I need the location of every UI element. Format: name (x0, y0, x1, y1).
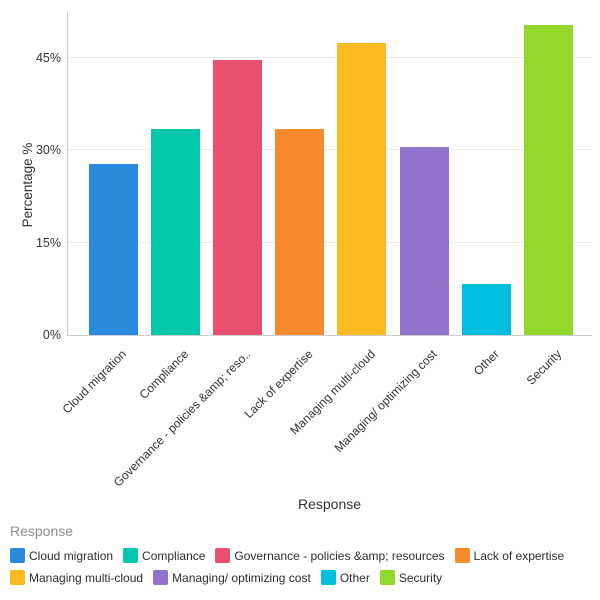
gridline-45 (67, 56, 592, 58)
bar-managing-optimizing-cost[interactable] (399, 146, 449, 335)
legend-item-label: Security (398, 570, 443, 585)
legend-item-lack-of-expertise[interactable]: Lack of expertise (454, 548, 565, 563)
legend: Response Cloud migration Compliance Govern… (10, 523, 596, 592)
legend-item-label: Lack of expertise (473, 548, 565, 563)
legend-swatch-managing-multi-cloud (10, 570, 25, 585)
legend-item-compliance[interactable]: Compliance (123, 548, 205, 563)
legend-row: Managing multi-cloud Managing/ optimizing… (10, 570, 596, 585)
legend-swatch-compliance (123, 548, 139, 563)
y-axis-line (67, 11, 68, 335)
legend-title: Response (10, 523, 74, 539)
legend-swatch-governance-policies-amp-resources (215, 548, 231, 563)
y-tick-label-30: 30% (35, 143, 61, 158)
bar-lack-of-expertise[interactable] (275, 129, 325, 335)
legend-swatch-cloud-migration (10, 548, 25, 563)
legend-swatch-security (379, 570, 395, 585)
legend-item-label: Managing multi-cloud (29, 570, 144, 585)
legend-item-label: Cloud migration (29, 548, 114, 563)
legend-item-label: Other (339, 570, 370, 585)
x-tick-label-cloud-migration: Cloud migration (60, 347, 130, 417)
legend-item-cloud-migration[interactable]: Cloud migration (10, 548, 113, 563)
legend-item-other[interactable]: Other (320, 570, 370, 585)
y-tick-label-15: 15% (35, 235, 61, 250)
x-tick-label-security: Security (523, 347, 565, 388)
legend-swatch-managing-optimizing-cost (153, 570, 169, 585)
legend-swatch-lack-of-expertise (454, 548, 470, 563)
legend-item-managing-multi-cloud[interactable]: Managing multi-cloud (10, 570, 143, 585)
legend-row: Cloud migration Compliance Governance - po… (10, 548, 596, 563)
x-axis-title: Response (297, 496, 362, 512)
x-tick-label-compliance: Compliance (136, 347, 192, 402)
bar-other[interactable] (461, 283, 511, 335)
x-tick-label-managing-optimizing-cost: Managing/ optimizing cost (331, 347, 440, 456)
bar-governance-policies-amp-reso[interactable] (213, 60, 263, 335)
legend-item-label: Managing/ optimizing cost (172, 570, 311, 585)
legend-item-managing-optimizing-cost[interactable]: Managing/ optimizing cost (153, 570, 311, 585)
bar-managing-multi-cloud[interactable] (337, 43, 387, 335)
y-tick-label-45: 45% (35, 50, 61, 65)
bar-security[interactable] (523, 25, 573, 335)
legend-item-governance-policies-amp-resources[interactable]: Governance - policies &amp; resources (215, 548, 445, 563)
x-tick-label-other: Other (470, 347, 503, 379)
y-tick-label-0: 0% (42, 328, 61, 342)
legend-item-label: Governance - policies &amp; resources (234, 548, 445, 563)
gridline-15 (67, 241, 592, 243)
bar-cloud-migration[interactable] (89, 163, 138, 335)
gridline-30 (67, 149, 592, 151)
y-axis-title: Percentage % (20, 142, 35, 228)
legend-item-label: Compliance (142, 548, 206, 563)
x-tick-label-governance-policies-amp-reso: Governance - policies &amp; reso.. (111, 347, 254, 490)
legend-swatch-other (320, 570, 336, 585)
legend-item-security[interactable]: Security (379, 570, 443, 585)
x-axis-line (67, 335, 592, 336)
bar-compliance[interactable] (151, 129, 201, 335)
plot-area (67, 11, 592, 335)
